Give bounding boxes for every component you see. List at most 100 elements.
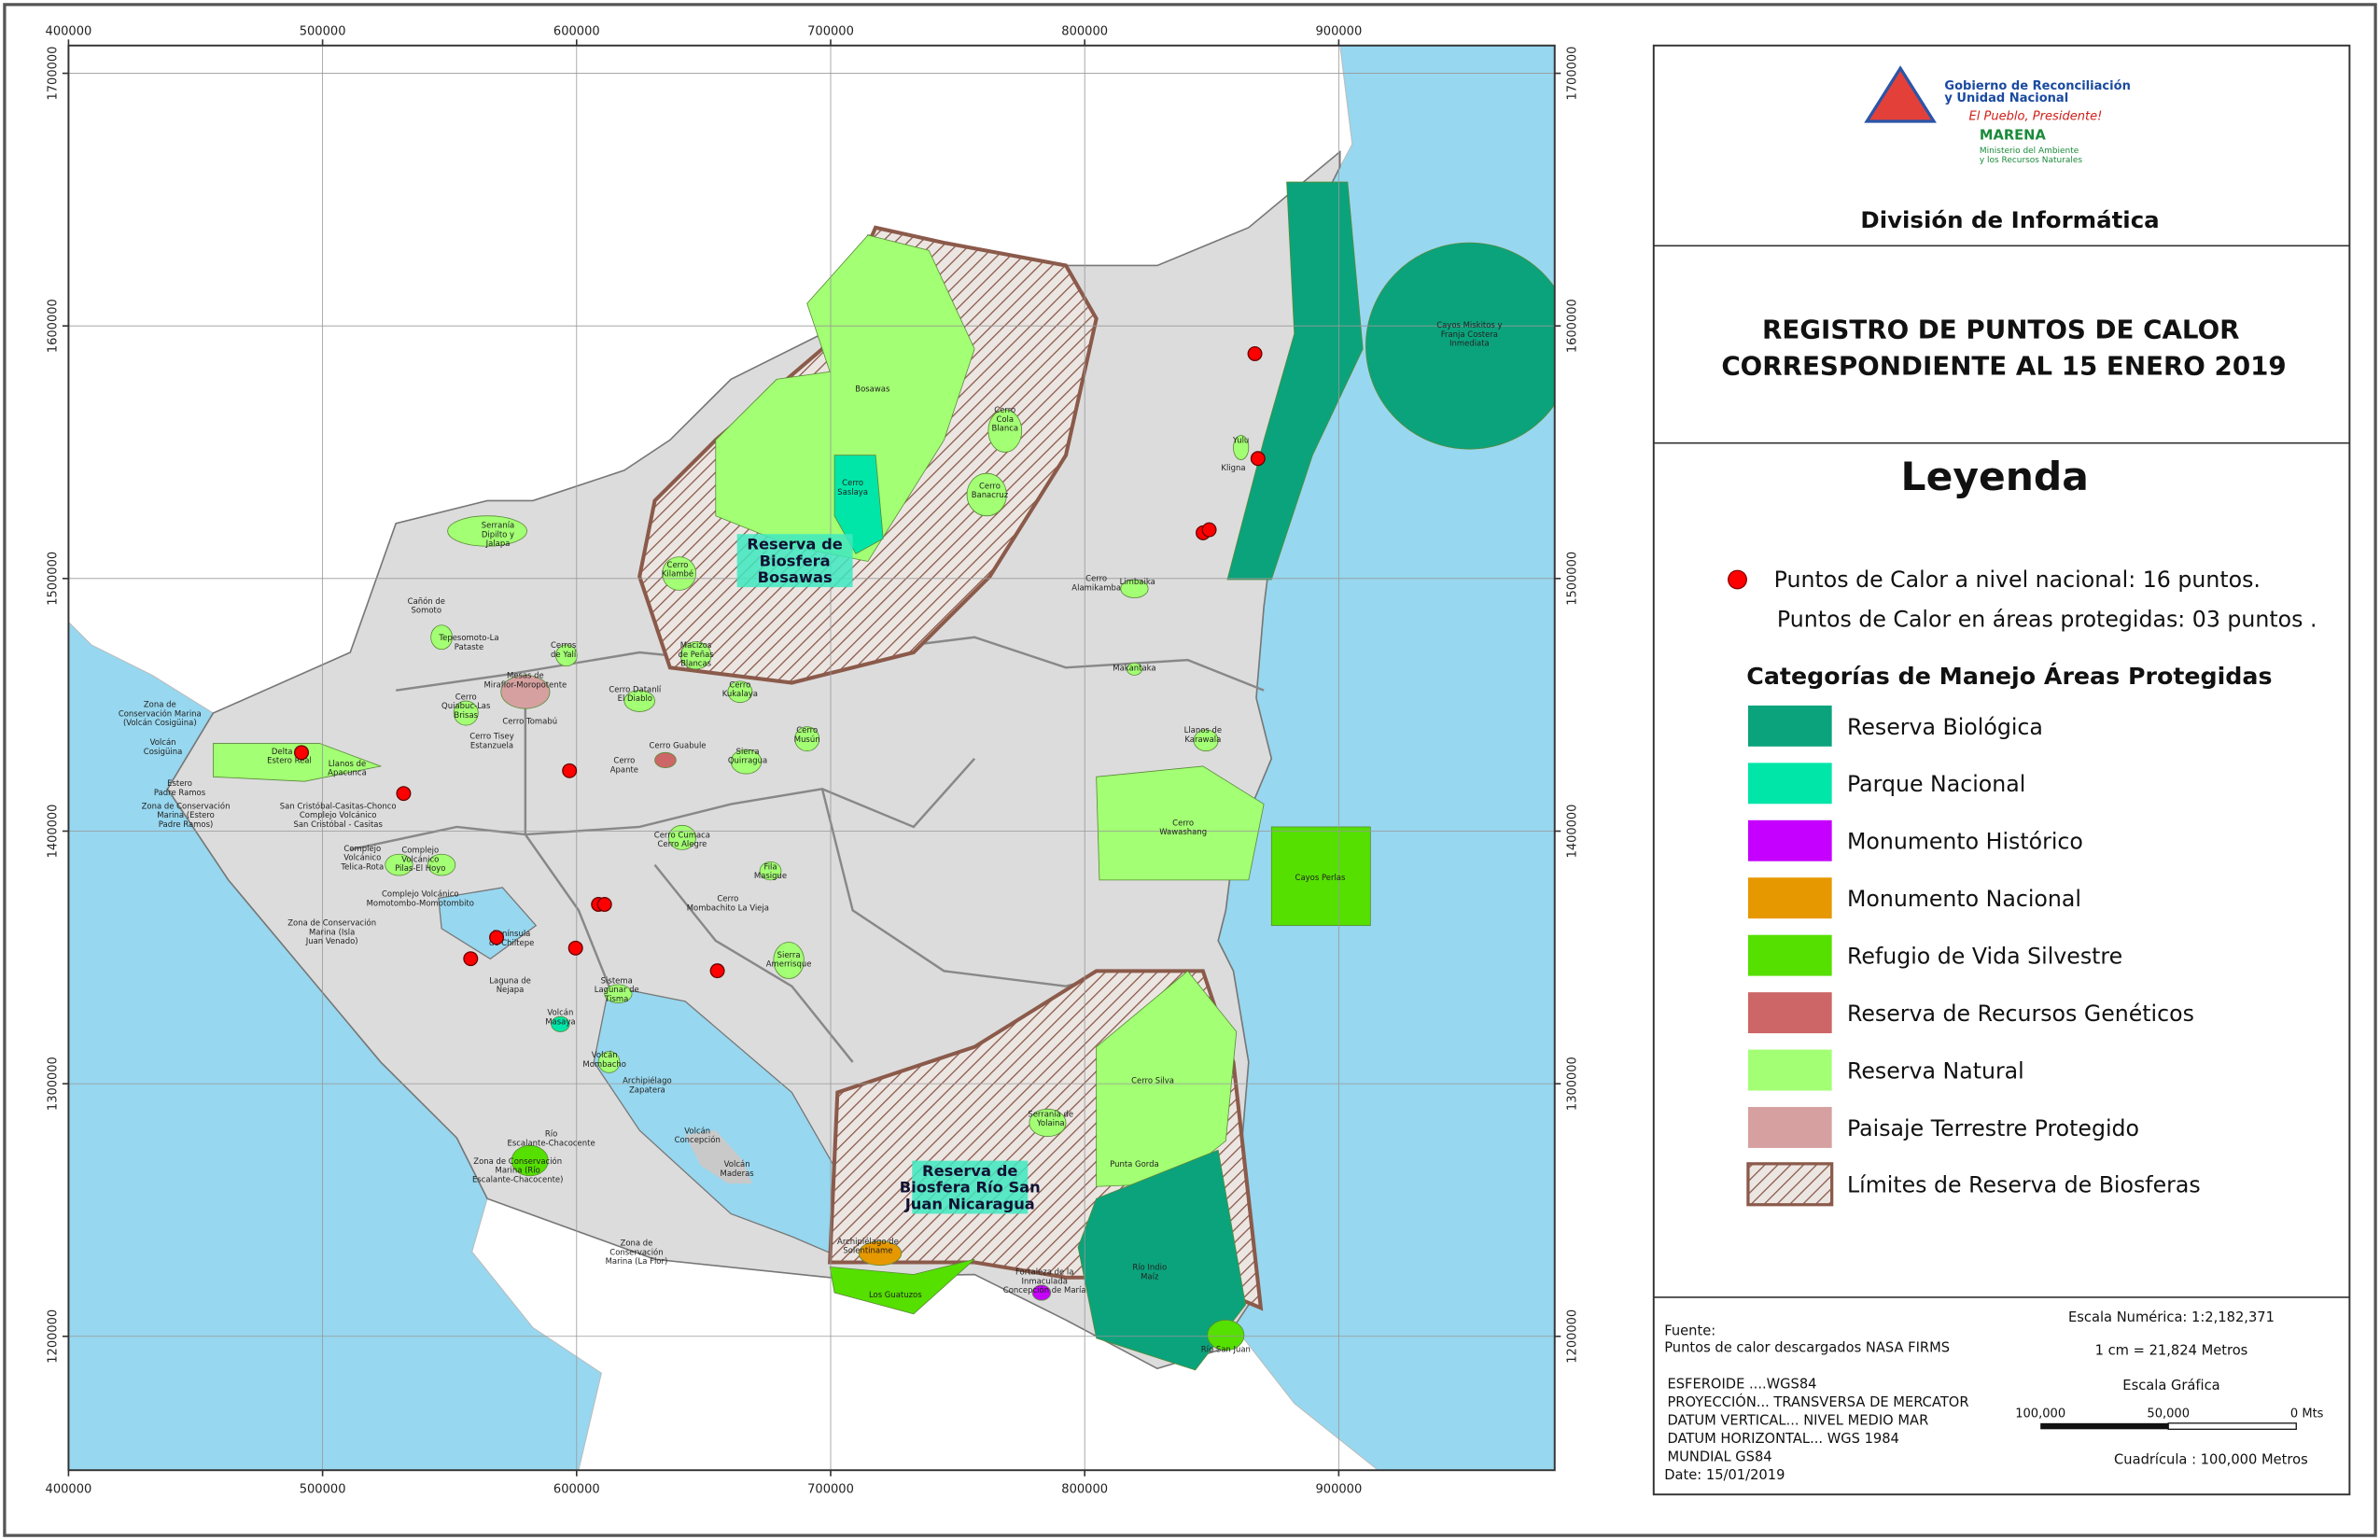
y-tick-label: 1400000	[46, 805, 60, 859]
label-line: Tepesomoto-La	[438, 633, 498, 642]
place-label: Cerro Alamikamba	[1071, 574, 1121, 593]
border-line	[524, 697, 610, 987]
protected-area	[1031, 1284, 1052, 1301]
label-line: Telica-Rota	[340, 861, 384, 871]
label-line: Volcán	[592, 1050, 618, 1059]
x-tick-label: 800000	[1061, 24, 1108, 38]
label-line: Cerro	[979, 481, 1001, 490]
place-label: Cerros de Yalí	[551, 640, 577, 659]
legend-swatch	[1747, 763, 1832, 805]
label-line: Delta del	[272, 747, 307, 756]
hotspots	[294, 345, 1266, 979]
label-line: Marina (Estero	[157, 810, 215, 819]
protected-area	[1077, 1149, 1246, 1371]
legend-label: Parque Nacional	[1847, 771, 2025, 797]
y-tick-label: 1600000	[1566, 299, 1580, 353]
place-label: Zona de Conservación Marina (Volcán Cosigü…	[119, 700, 202, 727]
label-line: Complejo Volcánico	[382, 889, 459, 899]
label-line: Sierra	[736, 747, 760, 756]
y-tick-label: 1300000	[1566, 1057, 1580, 1111]
place-label: Tepesomoto-La Pataste	[438, 633, 498, 651]
place-label: Sierra Quirragua	[728, 747, 767, 765]
place-label: Río Escalante-Chacocente	[508, 1129, 595, 1148]
place-label: Cerro Cumaca Cerro Alegre	[654, 830, 710, 848]
label-line: de Peñas	[678, 650, 713, 659]
place-label: Río San Juan	[1201, 1344, 1251, 1353]
hotspot	[562, 763, 578, 778]
label-line: Cerro Guabule	[649, 740, 706, 749]
label-line: Escalante-Chacocente	[508, 1138, 595, 1147]
legend-swatch	[1728, 569, 1747, 590]
label-line: Masigue	[754, 871, 787, 880]
label-line: Marina (La Flor)	[606, 1256, 668, 1266]
protected-area	[597, 1051, 621, 1073]
division: División de Informática	[1860, 206, 2159, 233]
label-line: Río	[545, 1129, 557, 1139]
label-line: Limbaika	[1120, 577, 1155, 586]
label-line: Complejo Volcánico	[300, 810, 377, 819]
label-line: Reserva de	[747, 535, 842, 553]
protected-area	[1226, 181, 1364, 581]
protected-area	[654, 751, 677, 768]
protected-area	[1096, 970, 1238, 1187]
logo-text: MARENA	[1980, 128, 2047, 144]
label-line: Cayos Perlas	[1295, 873, 1346, 882]
legend-label: Reserva Biológica	[1847, 714, 2043, 740]
label-line: Inmaculada	[1021, 1276, 1067, 1285]
label-line: Río San Juan	[1201, 1344, 1251, 1353]
label-line: Marina (Isla	[309, 927, 355, 936]
protected-area	[987, 409, 1023, 453]
protected-area	[551, 1015, 570, 1032]
spec: Date: 15/01/2019	[1664, 1467, 1785, 1483]
label-line: Apante	[610, 764, 638, 774]
label-line: San Cristóbal-Casitas-Chonco	[280, 801, 397, 810]
label-line: Solentiname	[843, 1246, 892, 1255]
label-line: Cayos Miskitos y	[1436, 320, 1502, 329]
label-line: Escalante-Chacocente)	[472, 1174, 563, 1183]
x-tick-label: 800000	[1061, 1483, 1108, 1497]
place-label: Punta Gorda	[1110, 1159, 1159, 1169]
label-line: Inmediata	[1449, 339, 1490, 348]
legend-swatch	[1747, 934, 1832, 976]
label-line: Cañón de	[408, 596, 445, 606]
label-line: Sierra	[777, 950, 801, 959]
place-label: Cerro Datanlí El Diablo	[609, 684, 662, 703]
protected-areas	[212, 181, 1555, 1371]
label-line: Lagunar de	[595, 985, 639, 994]
place-label: Cerro Kilambé	[662, 560, 693, 579]
label-line: Nejapa	[497, 985, 525, 994]
label-line: Llanos de	[329, 759, 367, 768]
label-line: Biosfera Río San	[900, 1179, 1041, 1197]
protected-area	[829, 1258, 975, 1315]
place-label: Cerro Kukalaya	[722, 679, 758, 698]
label-line: Yulu	[1232, 436, 1249, 445]
hotspot	[489, 930, 505, 945]
label-line: Zona de	[144, 700, 176, 709]
logo-mark	[1864, 65, 1937, 123]
place-label: Cerro Tomabú	[502, 716, 557, 725]
label-line: Yolaina	[1036, 1118, 1065, 1127]
legend-note: Puntos de Calor a nivel nacional: 16 pun…	[1774, 567, 2261, 593]
hotspot	[396, 786, 412, 802]
y-tick-label: 1400000	[1566, 805, 1580, 859]
protected-area	[1233, 435, 1250, 460]
x-tick-label: 400000	[46, 1483, 92, 1497]
label-line: Somoto	[412, 606, 441, 615]
protected-area	[1193, 729, 1219, 752]
place-label: Macizos de Peñas Blancas	[678, 640, 713, 667]
label-line: Padre Ramos)	[159, 819, 214, 829]
protected-area	[511, 1144, 549, 1177]
legend-swatch	[1747, 705, 1832, 747]
label-line: Laguna de	[489, 975, 530, 985]
protected-area	[833, 455, 884, 554]
y-tick-label: 1700000	[46, 47, 60, 101]
border-line	[349, 757, 976, 851]
label-line: Quiabuc-Las	[441, 701, 490, 710]
label-line: Zona de Conservación	[287, 918, 376, 928]
label-line: Macizos	[680, 640, 712, 650]
protected-area	[1120, 579, 1149, 598]
scale-bar	[2167, 1422, 2297, 1430]
protected-area	[1270, 826, 1371, 927]
label-line: Volcán	[724, 1159, 750, 1169]
